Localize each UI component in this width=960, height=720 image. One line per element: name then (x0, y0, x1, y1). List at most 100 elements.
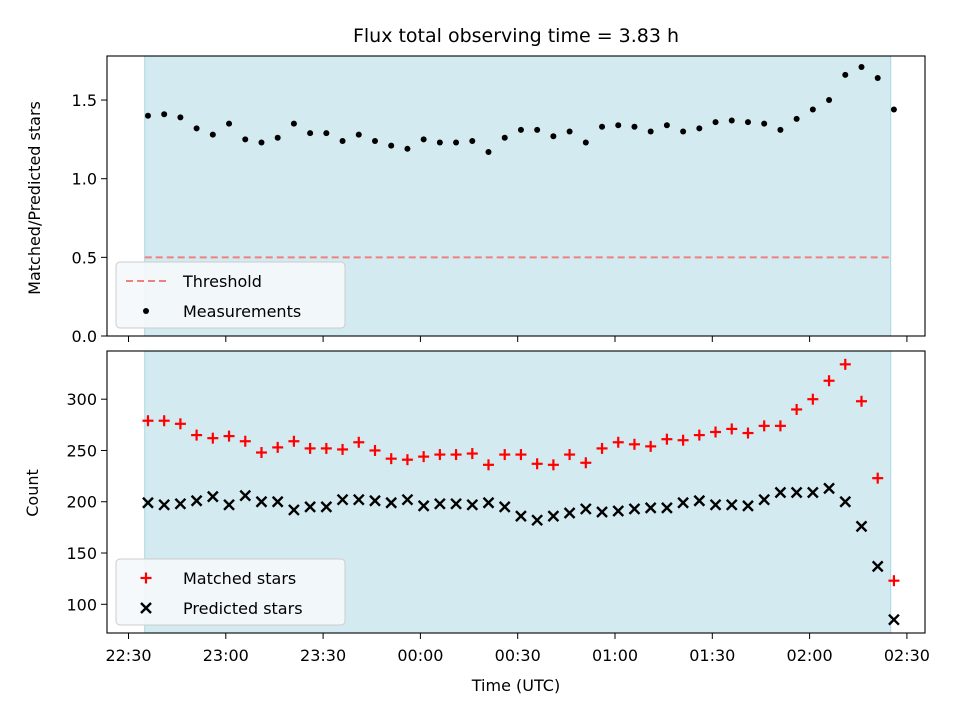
data-point (872, 472, 884, 484)
data-point (385, 496, 398, 509)
data-point (726, 423, 738, 435)
x-b (855, 520, 868, 533)
data-point (404, 145, 411, 152)
x-b (758, 493, 771, 506)
data-point (193, 125, 200, 132)
data-point (207, 432, 219, 444)
data-point (385, 453, 397, 465)
y-tick-label: 0.5 (72, 248, 97, 267)
data-point (320, 501, 333, 513)
data-point (226, 120, 233, 127)
x-b (239, 489, 252, 502)
series-matched-stars (142, 358, 900, 587)
data-point (680, 128, 687, 135)
x-b (336, 493, 349, 506)
data-point (498, 501, 511, 513)
data-point (693, 494, 706, 507)
x-tick-label: 23:30 (300, 646, 346, 665)
x-tick-label: 01:00 (592, 646, 638, 665)
x-b (190, 494, 203, 507)
data-point (142, 415, 154, 427)
x-b (352, 493, 365, 506)
data-point (710, 426, 722, 438)
x-b (888, 613, 900, 626)
legend-label: Predicted stars (183, 599, 303, 618)
data-point (388, 142, 395, 149)
x-b (790, 486, 803, 499)
x-b (255, 495, 268, 508)
data-point (177, 114, 184, 121)
data-point (174, 418, 186, 430)
data-point (612, 505, 625, 517)
data-point (615, 122, 622, 129)
data-point (858, 64, 865, 71)
data-point (371, 137, 378, 144)
data-point (242, 136, 249, 143)
data-point (809, 106, 816, 113)
x-b (563, 507, 576, 519)
data-point (436, 139, 443, 146)
data-point (355, 131, 362, 138)
data-point (274, 134, 281, 141)
x-b (661, 502, 673, 514)
x-tick-label: 23:00 (203, 646, 249, 665)
data-point (696, 125, 703, 132)
legend: Threshold Measurements (115, 261, 346, 329)
axes-frame (106, 350, 926, 634)
data-point (709, 498, 722, 511)
data-point (434, 497, 446, 510)
data-point (628, 438, 640, 450)
data-point (823, 375, 835, 387)
data-point (453, 139, 460, 146)
data-point (661, 433, 673, 445)
data-point (434, 449, 446, 461)
data-point (288, 435, 300, 447)
data-point (647, 128, 654, 135)
data-point (515, 510, 527, 522)
data-point (793, 115, 800, 122)
data-point (534, 126, 541, 133)
data-point (888, 613, 900, 626)
data-point (501, 134, 508, 141)
legend-box (115, 558, 346, 626)
x-tick-label: 02:30 (884, 646, 930, 665)
x-b (644, 502, 657, 514)
y-tick-label: 200 (66, 493, 97, 512)
data-point (744, 119, 751, 126)
data-point (271, 495, 284, 508)
y-tick-label: 300 (66, 390, 97, 409)
data-point (712, 119, 719, 126)
data-point (761, 120, 768, 127)
x-tick-label: 00:00 (397, 646, 443, 665)
data-point (580, 457, 592, 469)
data-point (663, 122, 670, 129)
x-tick-label: 22:30 (105, 646, 151, 665)
series-measurements (144, 64, 897, 155)
data-point (418, 451, 430, 463)
data-point (517, 126, 524, 133)
top-y-axis-label: Matched/Predicted stars (25, 101, 44, 295)
x-b (823, 482, 835, 495)
data-point (547, 510, 560, 522)
data-point (599, 123, 606, 130)
data-point (239, 489, 252, 502)
data-point (206, 490, 219, 503)
data-point (272, 441, 284, 453)
data-point (239, 435, 251, 447)
data-point (401, 493, 414, 506)
data-point (323, 130, 330, 137)
x-b (579, 503, 592, 515)
legend-dot-swatch (143, 308, 149, 314)
data-point (255, 447, 267, 459)
data-point (725, 498, 738, 511)
x-b (871, 560, 884, 573)
x-b (482, 496, 495, 509)
data-point (547, 459, 559, 471)
data-point (890, 106, 897, 113)
data-point (677, 434, 689, 446)
data-point (339, 137, 346, 144)
data-point (806, 486, 819, 499)
x-b (596, 506, 608, 518)
data-point (888, 575, 900, 587)
